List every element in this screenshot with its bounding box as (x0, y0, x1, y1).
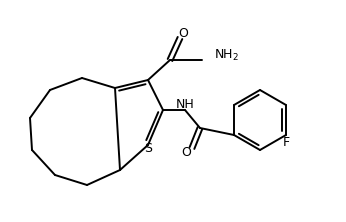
Text: F: F (282, 137, 290, 149)
Text: O: O (178, 26, 188, 40)
Text: O: O (181, 147, 191, 159)
Text: S: S (144, 141, 152, 155)
Text: NH: NH (176, 97, 194, 111)
Text: NH$_2$: NH$_2$ (214, 48, 239, 63)
